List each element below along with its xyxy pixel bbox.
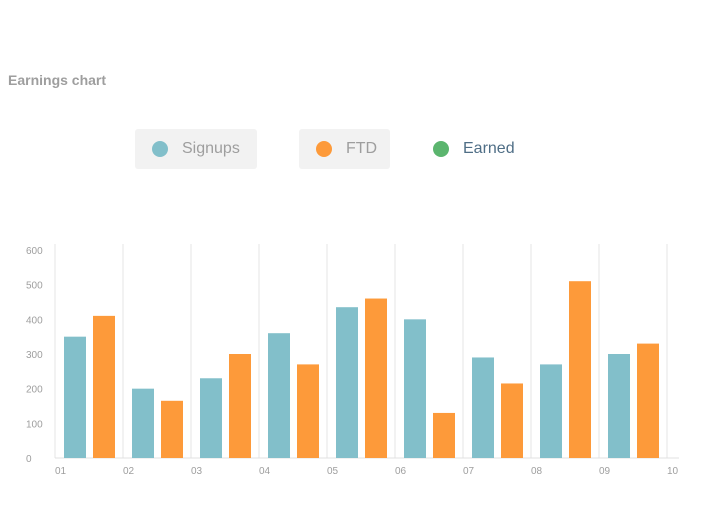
x-tick-label: 06	[395, 466, 407, 477]
ftd-bar	[229, 354, 251, 458]
y-tick-label: 500	[26, 281, 43, 292]
legend-item-signups[interactable]: Signups	[135, 129, 257, 169]
signups-bar	[132, 388, 154, 458]
signups-bar	[200, 378, 222, 458]
legend-item-ftd[interactable]: FTD	[299, 129, 390, 169]
signups-bar	[336, 307, 358, 458]
ftd-bar	[161, 400, 183, 458]
x-tick-label: 02	[123, 466, 135, 477]
x-tick-label: 09	[599, 466, 611, 477]
y-tick-label: 0	[26, 454, 32, 465]
ftd-bar	[93, 315, 115, 458]
signups-dot-icon	[152, 141, 168, 157]
y-tick-label: 200	[26, 385, 43, 396]
x-tick-label: 05	[327, 466, 339, 477]
x-tick-label: 01	[55, 466, 67, 477]
ftd-bar	[569, 281, 591, 458]
x-tick-label: 04	[259, 466, 271, 477]
x-tick-label: 03	[191, 466, 203, 477]
y-tick-label: 600	[26, 246, 43, 257]
signups-bar	[540, 364, 562, 458]
x-tick-label: 07	[463, 466, 475, 477]
y-tick-label: 100	[26, 419, 43, 430]
signups-bar	[268, 333, 290, 458]
ftd-bar	[433, 412, 455, 458]
chart-legend: Signups FTD Earned	[0, 129, 705, 169]
signups-bar	[472, 357, 494, 458]
ftd-dot-icon	[316, 141, 332, 157]
y-tick-label: 400	[26, 315, 43, 326]
legend-item-earned[interactable]: Earned	[416, 129, 526, 169]
y-tick-label: 300	[26, 350, 43, 361]
earnings-bar-chart: 0 100 200 300 400 500 600 01 02 03 04 05 06 07 08 09 10	[26, 244, 679, 477]
ftd-bar	[297, 364, 319, 458]
legend-label-signups: Signups	[182, 140, 240, 157]
signups-bar	[64, 336, 86, 458]
page-title: Earnings chart	[8, 72, 107, 88]
signups-bar	[404, 319, 426, 458]
x-tick-label: 08	[531, 466, 543, 477]
ftd-bar	[637, 343, 659, 458]
legend-label-earned: Earned	[463, 140, 515, 157]
ftd-bar	[365, 298, 387, 458]
legend-label-ftd: FTD	[346, 140, 378, 157]
signups-bar	[608, 354, 630, 458]
earned-dot-icon	[433, 141, 449, 157]
x-tick-label: 10	[667, 466, 679, 477]
ftd-bar	[501, 383, 523, 458]
